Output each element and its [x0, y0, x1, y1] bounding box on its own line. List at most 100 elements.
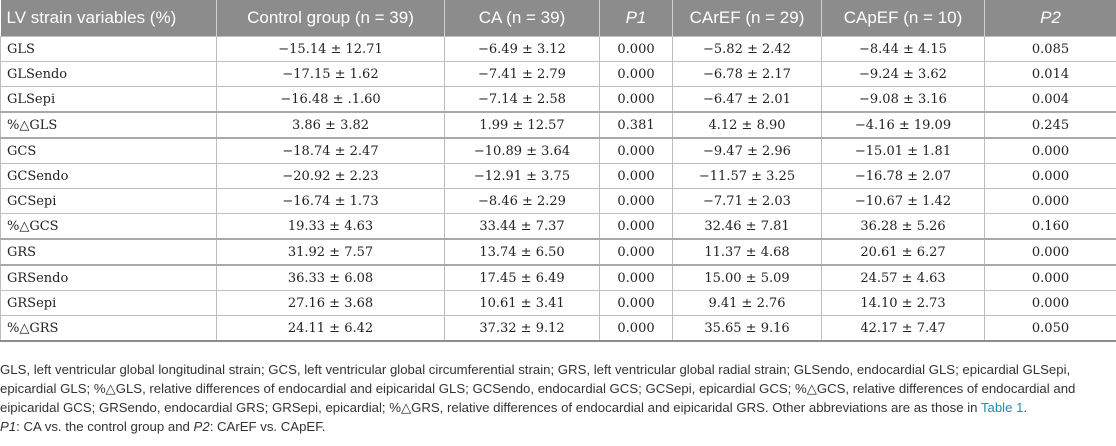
cell-carEF: 32.46 ± 7.81	[672, 213, 822, 240]
cell-ca: 33.44 ± 7.37	[444, 213, 600, 240]
p2-label: P2	[193, 419, 210, 434]
cell-label: %△GCS	[0, 213, 217, 240]
cell-label: %△GLS	[0, 111, 217, 139]
abbreviation-note: GLS, left ventricular global longitudina…	[0, 360, 1112, 417]
cell-ca: 1.99 ± 12.57	[444, 111, 600, 139]
cell-carEF: −6.78 ± 2.17	[672, 61, 822, 87]
cell-capEF: 42.17 ± 7.47	[821, 315, 985, 342]
strain-table: LV strain variables (%) Control group (n…	[0, 0, 1116, 342]
cell-capEF: −9.24 ± 3.62	[821, 61, 985, 87]
cell-control: 27.16 ± 3.68	[216, 290, 445, 316]
cell-control: −18.74 ± 2.47	[216, 137, 445, 164]
abbreviation-end: .	[1023, 400, 1028, 415]
cell-capEF: −16.78 ± 2.07	[821, 163, 985, 189]
cell-ca: 13.74 ± 6.50	[444, 238, 600, 266]
cell-control: −17.15 ± 1.62	[216, 61, 445, 87]
table-1-link[interactable]: Table 1	[980, 400, 1024, 415]
cell-label: GLSendo	[0, 61, 217, 87]
cell-p1: 0.000	[599, 163, 673, 189]
p1-text: : CA vs. the control group and	[16, 419, 194, 434]
cell-ca: −12.91 ± 3.75	[444, 163, 600, 189]
cell-capEF: 24.57 ± 4.63	[821, 264, 985, 291]
cell-carEF: 11.37 ± 4.68	[672, 238, 822, 266]
cell-ca: 10.61 ± 3.41	[444, 290, 600, 316]
header-carEF: CArEF (n = 29)	[672, 0, 822, 37]
cell-carEF: −6.47 ± 2.01	[672, 86, 822, 113]
p1-label: P1	[0, 419, 17, 434]
cell-capEF: 20.61 ± 6.27	[821, 238, 985, 266]
table-row: %△GCS 19.33 ± 4.63 33.44 ± 7.37 0.000 32.46 …	[0, 213, 1116, 240]
cell-p2: 0.000	[984, 264, 1116, 291]
cell-control: 24.11 ± 6.42	[216, 315, 445, 342]
cell-ca: −7.14 ± 2.58	[444, 86, 600, 113]
header-p1: P1	[599, 0, 673, 37]
cell-p1: 0.000	[599, 61, 673, 87]
table-row: %△GLS 3.86 ± 3.82 1.99 ± 12.57 0.381 4.12 ± …	[0, 111, 1116, 139]
cell-control: 36.33 ± 6.08	[216, 264, 445, 291]
cell-ca: −10.89 ± 3.64	[444, 137, 600, 164]
p-value-note: P1: CA vs. the control group and P2: CAr…	[0, 417, 1112, 436]
cell-control: 31.92 ± 7.57	[216, 238, 445, 266]
cell-p1: 0.000	[599, 238, 673, 266]
header-p2: P2	[984, 0, 1116, 37]
header-capEF: CApEF (n = 10)	[821, 0, 985, 37]
cell-carEF: −11.57 ± 3.25	[672, 163, 822, 189]
cell-p1: 0.000	[599, 36, 673, 62]
table-header-row: LV strain variables (%) Control group (n…	[0, 0, 1116, 37]
cell-capEF: 14.10 ± 2.73	[821, 290, 985, 316]
cell-control: −16.74 ± 1.73	[216, 188, 445, 214]
header-ca: CA (n = 39)	[444, 0, 600, 37]
cell-p2: 0.000	[984, 163, 1116, 189]
cell-carEF: 4.12 ± 8.90	[672, 111, 822, 139]
cell-control: −16.48 ± .1.60	[216, 86, 445, 113]
table-row: GLS −15.14 ± 12.71 −6.49 ± 3.12 0.000 −5.82 …	[0, 36, 1116, 62]
cell-carEF: −9.47 ± 2.96	[672, 137, 822, 164]
cell-control: −20.92 ± 2.23	[216, 163, 445, 189]
cell-carEF: 35.65 ± 9.16	[672, 315, 822, 342]
cell-ca: 37.32 ± 9.12	[444, 315, 600, 342]
cell-label: GCSepi	[0, 188, 217, 214]
cell-carEF: 9.41 ± 2.76	[672, 290, 822, 316]
cell-label: GRSendo	[0, 264, 217, 291]
cell-ca: −8.46 ± 2.29	[444, 188, 600, 214]
cell-capEF: −10.67 ± 1.42	[821, 188, 985, 214]
cell-p1: 0.000	[599, 290, 673, 316]
cell-ca: −6.49 ± 3.12	[444, 36, 600, 62]
cell-p2: 0.000	[984, 137, 1116, 164]
table-row: GLSendo −17.15 ± 1.62 −7.41 ± 2.79 0.000 −6.…	[0, 61, 1116, 87]
table-row: GLSepi −16.48 ± .1.60 −7.14 ± 2.58 0.000 −6.…	[0, 86, 1116, 113]
table-row: GCSepi −16.74 ± 1.73 −8.46 ± 2.29 0.000 −7.7…	[0, 188, 1116, 214]
table-row: GRSendo 36.33 ± 6.08 17.45 ± 6.49 0.000 15.0…	[0, 264, 1116, 291]
cell-p1: 0.000	[599, 264, 673, 291]
cell-label: GCSendo	[0, 163, 217, 189]
cell-label: %△GRS	[0, 315, 217, 342]
p2-text: : CArEF vs. CApEF.	[209, 419, 326, 434]
cell-carEF: −7.71 ± 2.03	[672, 188, 822, 214]
table-footnotes: GLS, left ventricular global longitudina…	[0, 360, 1112, 436]
cell-p1: 0.000	[599, 86, 673, 113]
cell-p2: 0.050	[984, 315, 1116, 342]
cell-p1: 0.000	[599, 188, 673, 214]
table-row: GCS −18.74 ± 2.47 −10.89 ± 3.64 0.000 −9.47 …	[0, 137, 1116, 164]
cell-capEF: −8.44 ± 4.15	[821, 36, 985, 62]
cell-control: −15.14 ± 12.71	[216, 36, 445, 62]
cell-p1: 0.000	[599, 137, 673, 164]
cell-p2: 0.085	[984, 36, 1116, 62]
table-row: GRSepi 27.16 ± 3.68 10.61 ± 3.41 0.000 9.41 …	[0, 290, 1116, 316]
cell-p2: 0.245	[984, 111, 1116, 139]
cell-p1: 0.000	[599, 315, 673, 342]
table-body: GLS −15.14 ± 12.71 −6.49 ± 3.12 0.000 −5.82 …	[0, 36, 1116, 342]
cell-ca: −7.41 ± 2.79	[444, 61, 600, 87]
cell-p2: 0.014	[984, 61, 1116, 87]
cell-capEF: −15.01 ± 1.81	[821, 137, 985, 164]
cell-ca: 17.45 ± 6.49	[444, 264, 600, 291]
cell-control: 3.86 ± 3.82	[216, 111, 445, 139]
table-row: %△GRS 24.11 ± 6.42 37.32 ± 9.12 0.000 35.65 …	[0, 315, 1116, 342]
cell-label: GCS	[0, 137, 217, 164]
cell-capEF: 36.28 ± 5.26	[821, 213, 985, 240]
cell-capEF: −4.16 ± 19.09	[821, 111, 985, 139]
cell-label: GRS	[0, 238, 217, 266]
cell-p1: 0.000	[599, 213, 673, 240]
cell-p2: 0.000	[984, 238, 1116, 266]
table-row: GCSendo −20.92 ± 2.23 −12.91 ± 3.75 0.000 −1…	[0, 163, 1116, 189]
